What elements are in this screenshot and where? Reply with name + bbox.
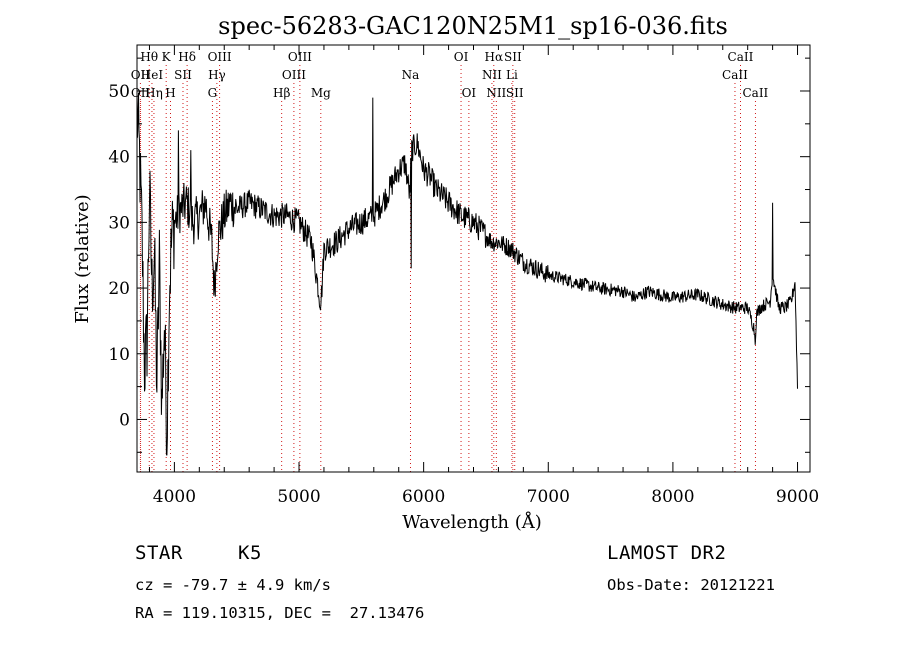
line-label: K: [162, 50, 172, 64]
line-label: Hγ: [208, 68, 226, 82]
line-label: Hδ: [178, 50, 196, 64]
y-tick-label: 0: [119, 410, 130, 430]
line-label: SII: [174, 68, 192, 82]
line-label: H: [165, 86, 175, 100]
observation-date: Obs-Date: 20121221: [607, 576, 775, 594]
object-subclass: K5: [238, 542, 262, 564]
y-tick-label: 10: [108, 345, 130, 365]
x-tick-label: 8000: [651, 487, 694, 507]
spectrum-line: [137, 92, 798, 456]
line-label: OII: [131, 68, 151, 82]
redshift-velocity: cz = -79.7 ± 4.9 km/s: [135, 576, 331, 594]
axes: 4000 5000 6000 7000 8000 9000 0 10 20 30 40 50: [108, 44, 819, 507]
y-tick-label: 50: [108, 82, 130, 102]
plot-frame: [136, 44, 811, 473]
line-label: OIII: [208, 50, 232, 64]
chart-title: spec-56283-GAC120N25M1_sp16-036.fits: [218, 12, 728, 40]
line-label: HeI: [141, 68, 164, 82]
line-label: Hθ: [140, 50, 158, 64]
line-label: OI: [462, 86, 477, 100]
line-label: Na: [402, 68, 420, 82]
line-label: SII: [504, 50, 522, 64]
line-label: CaII: [722, 68, 748, 82]
y-axis-label: Flux (relative): [72, 194, 93, 323]
y-tick-label: 20: [108, 279, 130, 299]
line-label: OII: [131, 86, 151, 100]
y-tick-label: 30: [108, 213, 130, 233]
line-label: SII: [506, 86, 524, 100]
x-tick-label: 4000: [153, 487, 196, 507]
line-label: CaII: [728, 50, 754, 64]
x-axis-label: Wavelength (Å): [402, 511, 542, 533]
coordinates: RA = 119.10315, DEC = 27.13476: [135, 604, 425, 622]
line-label: Hβ: [273, 86, 290, 100]
line-label: Hη: [145, 86, 163, 100]
line-label: OI: [454, 50, 469, 64]
line-label: Hα: [485, 50, 504, 64]
x-tick-label: 5000: [277, 487, 320, 507]
line-label: NII: [486, 86, 506, 100]
x-tick-label: 6000: [402, 487, 445, 507]
line-label: Mg: [311, 86, 331, 100]
y-tick-label: 40: [108, 148, 130, 168]
line-label: Li: [506, 68, 518, 82]
line-label: OIII: [282, 68, 306, 82]
line-label: NII: [482, 68, 502, 82]
line-label: OIII: [288, 50, 312, 64]
x-tick-label: 9000: [776, 487, 819, 507]
x-tick-label: 7000: [527, 487, 570, 507]
line-label: G: [208, 86, 218, 100]
object-class: STAR: [135, 542, 183, 564]
line-label: CaII: [742, 86, 768, 100]
survey-name: LAMOST DR2: [607, 542, 727, 564]
